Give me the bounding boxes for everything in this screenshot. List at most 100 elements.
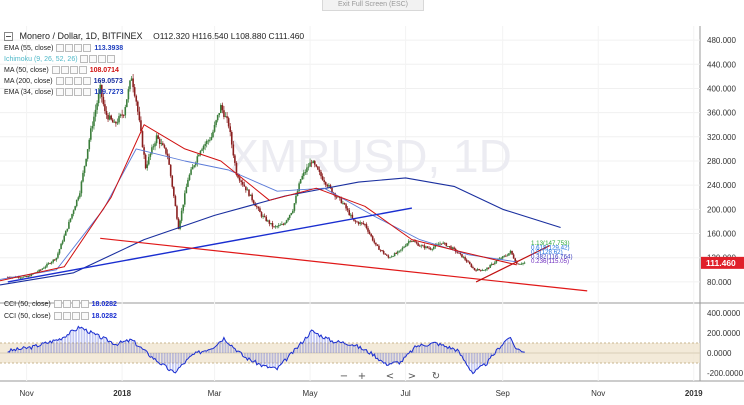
candle-body <box>392 256 394 257</box>
more-icon[interactable] <box>107 55 116 63</box>
settings-icon[interactable] <box>65 88 74 96</box>
close-icon[interactable] <box>74 88 83 96</box>
collapse-icon[interactable] <box>4 32 13 42</box>
candle-body <box>484 269 487 271</box>
visibility-icon[interactable] <box>53 300 62 308</box>
candle-body <box>129 80 131 90</box>
more-icon[interactable] <box>80 312 89 320</box>
candle-body <box>301 175 304 180</box>
cci-legend-row[interactable]: CCI (50, close) 18.0282 <box>4 312 117 320</box>
candle-body <box>190 169 192 175</box>
close-icon[interactable] <box>74 44 83 52</box>
settings-icon[interactable] <box>60 66 69 74</box>
zoom-in-button[interactable]: + <box>357 371 367 382</box>
candle-body <box>425 246 427 248</box>
indicator-legend-row[interactable]: MA (200, close) 169.0573 <box>4 77 123 85</box>
scroll-left-button[interactable]: < <box>385 371 395 382</box>
indicator-legend-row[interactable]: MA (50, close) 108.0714 <box>4 66 119 74</box>
candle-body <box>328 185 330 187</box>
cci-value: 18.0282 <box>91 300 117 308</box>
candle-body <box>27 275 29 277</box>
red-trendline <box>100 237 588 292</box>
settings-icon[interactable] <box>62 312 71 320</box>
candle-body <box>126 99 128 108</box>
settings-icon[interactable] <box>65 44 74 52</box>
candle-body <box>182 204 185 211</box>
indicator-legend-row[interactable]: EMA (34, close) 109.7273 <box>4 88 124 96</box>
close-icon[interactable] <box>71 300 80 308</box>
candle-body <box>293 203 296 211</box>
candle-body <box>196 156 199 163</box>
candle-body <box>102 96 105 105</box>
candle-body <box>100 84 103 97</box>
candle-body <box>389 257 391 259</box>
candle-body <box>506 255 509 257</box>
candle-body <box>216 115 219 121</box>
close-icon[interactable] <box>71 312 80 320</box>
visibility-icon[interactable] <box>56 88 65 96</box>
candle-body <box>17 276 20 278</box>
visibility-icon[interactable] <box>80 55 89 63</box>
candle-body <box>71 213 73 219</box>
candle-body <box>132 78 134 88</box>
candle-body <box>69 218 72 222</box>
candle-body <box>313 161 316 165</box>
candle-body <box>451 247 454 249</box>
visibility-icon[interactable] <box>51 66 60 74</box>
close-icon[interactable] <box>98 55 107 63</box>
more-icon[interactable] <box>82 77 91 85</box>
exit-fullscreen-button[interactable]: Exit Full Screen (ESC) <box>322 0 424 11</box>
cci-legend-row[interactable]: CCI (50, close) 18.0282 <box>4 300 117 308</box>
candle-body <box>224 116 227 117</box>
candle-body <box>429 248 432 250</box>
candle-body <box>50 261 53 264</box>
candle-body <box>209 139 211 141</box>
indicator-legend-row[interactable]: Ichimoku (9, 26, 52, 26) <box>4 55 118 63</box>
candle-body <box>321 176 324 181</box>
candle-body <box>387 255 390 258</box>
indicator-legend-row[interactable]: EMA (55, close) 113.3938 <box>4 44 123 52</box>
candle-body <box>304 172 307 173</box>
zoom-out-button[interactable]: − <box>339 371 349 382</box>
candle-body <box>249 194 252 196</box>
candle-body <box>57 253 59 258</box>
more-icon[interactable] <box>83 44 92 52</box>
visibility-icon[interactable] <box>53 312 62 320</box>
candle-body <box>97 93 100 104</box>
candle-body <box>437 244 440 246</box>
candle-body <box>179 220 181 229</box>
more-icon[interactable] <box>83 88 92 96</box>
symbol-title[interactable]: Monero / Dollar, 1D, BITFINEX <box>19 31 143 41</box>
scroll-right-button[interactable]: > <box>407 371 417 382</box>
close-icon[interactable] <box>73 77 82 85</box>
more-icon[interactable] <box>78 66 87 74</box>
settings-icon[interactable] <box>64 77 73 85</box>
candle-body <box>299 179 302 184</box>
cci-name: CCI (50, close) <box>4 312 53 320</box>
candle-body <box>362 222 365 224</box>
settings-icon[interactable] <box>62 300 71 308</box>
candle-body <box>30 273 33 277</box>
candle-body <box>234 155 236 163</box>
candle-body <box>459 253 462 255</box>
candle-body <box>346 208 349 211</box>
cci-axis: 400.0000 200.0000 0.0000 -200.0000 <box>707 309 744 378</box>
candle-body <box>157 135 159 139</box>
cci-band <box>0 342 700 364</box>
visibility-icon[interactable] <box>56 44 65 52</box>
candle-body <box>240 180 242 182</box>
candle-body <box>162 143 164 146</box>
candle-body <box>152 146 155 148</box>
candle-body <box>116 122 119 124</box>
candle-body <box>317 166 319 170</box>
more-icon[interactable] <box>80 300 89 308</box>
visibility-icon[interactable] <box>55 77 64 85</box>
candle-body <box>191 166 194 170</box>
indicator-value: 113.3938 <box>94 44 124 52</box>
close-icon[interactable] <box>69 66 78 74</box>
candle-body <box>514 258 517 262</box>
settings-icon[interactable] <box>89 55 98 63</box>
candle-body <box>268 220 271 224</box>
reset-chart-icon[interactable]: ↻ <box>431 371 441 382</box>
